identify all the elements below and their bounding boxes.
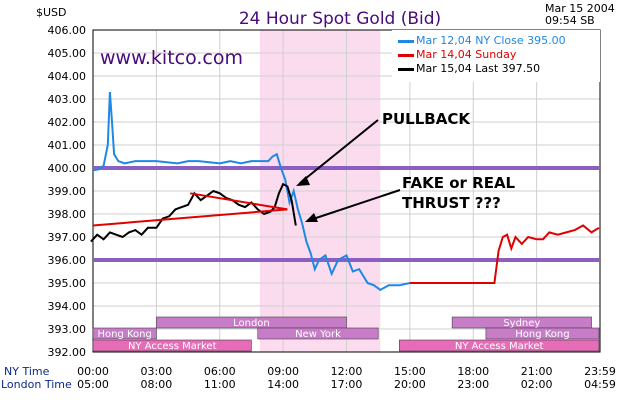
session-bar-label: London	[233, 318, 270, 329]
y-tick-label: 403.00	[48, 93, 87, 106]
y-tick-label: 396.00	[48, 254, 87, 267]
x-row-label-ny: NY Time	[4, 365, 50, 378]
y-tick-label: 392.00	[48, 346, 87, 359]
legend-label: Mar 12,04 NY Close 395.00	[416, 34, 566, 47]
session-bar	[485, 327, 600, 340]
session-bar	[92, 327, 157, 340]
session-bar-label: Sydney	[503, 318, 540, 329]
y-tick-label: 400.00	[48, 162, 87, 175]
legend-swatch	[398, 68, 414, 71]
watermark: www.kitco.com	[100, 47, 243, 69]
session-bar-label: NY Access Market	[128, 341, 217, 352]
unit-label: $USD	[36, 6, 67, 19]
series-line	[92, 92, 411, 292]
timestamp-time: 09:54 SB	[545, 14, 595, 27]
chart-title: 24 Hour Spot Gold (Bid)	[239, 9, 441, 29]
y-tick-label: 397.00	[48, 231, 87, 244]
y-tick-label: 405.00	[48, 47, 87, 60]
arrowhead-pullback	[296, 176, 310, 186]
annotation-pullback: PULLBACK	[382, 110, 471, 128]
x-tick-label-london: 05:00	[77, 378, 109, 391]
y-tick-label: 404.00	[48, 70, 87, 83]
y-tick-label: 406.00	[48, 24, 87, 37]
x-tick-label-ny: 21:00	[521, 365, 553, 378]
x-tick-label-london: 08:00	[141, 378, 173, 391]
session-bar-label: Hong Kong	[515, 329, 569, 340]
x-tick-label-ny: 03:00	[141, 365, 173, 378]
arrow-pullback	[299, 119, 379, 184]
y-tick-label: 401.00	[48, 139, 87, 152]
session-bar-label: NY Access Market	[455, 341, 544, 352]
trendline	[92, 208, 288, 227]
annotation-thrust-line2: THRUST ???	[402, 194, 501, 212]
arrow-thrust	[309, 189, 401, 221]
legend-label: Mar 14,04 Sunday	[416, 48, 517, 61]
session-bar	[257, 327, 379, 340]
x-tick-label-ny: 00:00	[77, 365, 109, 378]
plot-border	[92, 29, 601, 353]
x-tick-label-ny: 12:00	[331, 365, 363, 378]
y-tick-label: 399.00	[48, 185, 87, 198]
x-tick-label-london: 02:00	[521, 378, 553, 391]
y-tick-label: 394.00	[48, 300, 87, 313]
session-bar	[92, 339, 252, 352]
x-tick-label-london: 17:00	[331, 378, 363, 391]
x-tick-label-london: 23:00	[457, 378, 489, 391]
trendline-upper	[190, 192, 288, 211]
series-line	[409, 224, 600, 284]
session-bar-label: Hong Kong	[98, 329, 152, 340]
x-tick-label-london: 20:00	[394, 378, 426, 391]
y-tick-label: 395.00	[48, 277, 87, 290]
session-bar-label: New York	[295, 329, 341, 340]
y-tick-label: 398.00	[48, 208, 87, 221]
legend-label: Mar 15,04 Last 397.50	[416, 62, 540, 75]
x-row-label-london: London Time	[1, 378, 72, 391]
session-bar	[399, 339, 600, 352]
x-tick-label-london: 04:59	[584, 378, 616, 391]
x-tick-label-ny: 18:00	[457, 365, 489, 378]
y-tick-label: 393.00	[48, 323, 87, 336]
plot-area: 406.00 405.00 404.00 403.00 402.00 401.00 400.…	[48, 24, 616, 391]
y-tick-label: 402.00	[48, 116, 87, 129]
legend-swatch	[398, 54, 414, 57]
x-tick-label-ny: 23:59	[584, 365, 616, 378]
legend-swatch	[398, 40, 414, 43]
x-tick-label-ny: 09:00	[267, 365, 299, 378]
x-tick-label-london: 11:00	[204, 378, 236, 391]
x-tick-label-ny: 06:00	[204, 365, 236, 378]
x-tick-label-london: 14:00	[267, 378, 299, 391]
session-bar	[156, 316, 347, 329]
timestamp-date: Mar 15 2004	[545, 2, 615, 15]
annotation-thrust-line1: FAKE or REAL	[402, 174, 516, 192]
legend-box	[392, 30, 600, 82]
arrowhead-thrust	[305, 213, 318, 222]
x-tick-label-ny: 15:00	[394, 365, 426, 378]
